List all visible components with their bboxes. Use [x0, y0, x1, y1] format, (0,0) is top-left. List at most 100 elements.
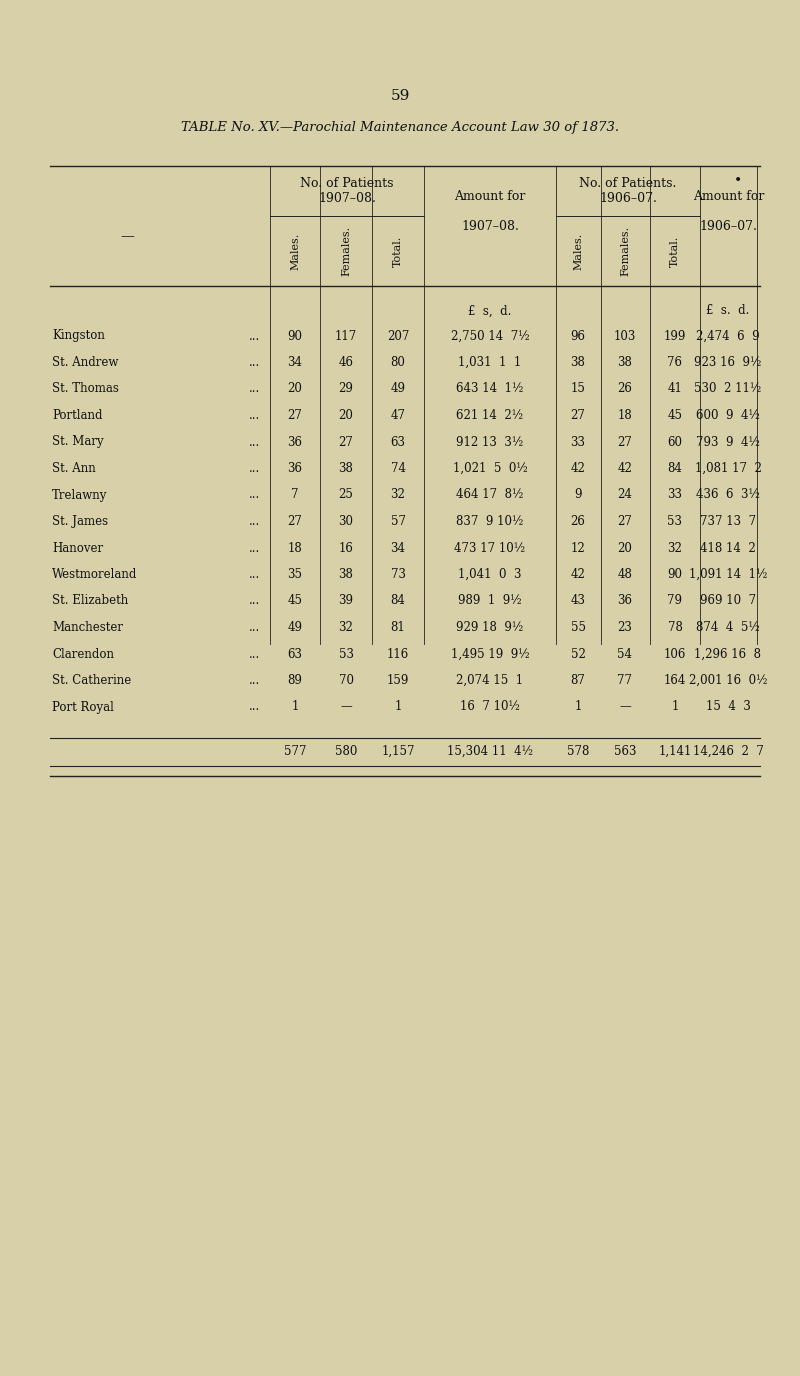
Text: 63: 63 — [390, 435, 406, 449]
Text: 32: 32 — [390, 488, 406, 501]
Text: St. Andrew: St. Andrew — [52, 356, 118, 369]
Text: 90: 90 — [667, 568, 682, 581]
Text: 1,041  0  3: 1,041 0 3 — [458, 568, 522, 581]
Text: 9: 9 — [574, 488, 582, 501]
Text: St. Elizabeth: St. Elizabeth — [52, 594, 128, 607]
Text: 27: 27 — [570, 409, 586, 422]
Text: 81: 81 — [390, 621, 406, 634]
Text: ...: ... — [250, 621, 261, 634]
Text: 621 14  2½: 621 14 2½ — [457, 409, 523, 422]
Text: 27: 27 — [287, 409, 302, 422]
Text: Hanover: Hanover — [52, 542, 103, 555]
Text: 73: 73 — [390, 568, 406, 581]
Text: Port Royal: Port Royal — [52, 700, 114, 714]
Text: 969 10  7: 969 10 7 — [700, 594, 756, 607]
Text: Kingston: Kingston — [52, 329, 105, 343]
Text: 199: 199 — [664, 329, 686, 343]
Text: 929 18  9½: 929 18 9½ — [456, 621, 524, 634]
Text: 1,296 16  8: 1,296 16 8 — [694, 648, 762, 660]
Text: 837  9 10½: 837 9 10½ — [456, 515, 524, 528]
Text: 49: 49 — [287, 621, 302, 634]
Text: 2,001 16  0½: 2,001 16 0½ — [689, 674, 767, 687]
Text: 30: 30 — [338, 515, 354, 528]
Text: 27: 27 — [618, 515, 633, 528]
Text: 36: 36 — [287, 435, 302, 449]
Text: 57: 57 — [390, 515, 406, 528]
Text: 7: 7 — [291, 488, 298, 501]
Text: —: — — [340, 700, 352, 714]
Text: Amount for

1906–07.: Amount for 1906–07. — [693, 190, 764, 233]
Text: 27: 27 — [618, 435, 633, 449]
Text: 29: 29 — [338, 383, 354, 395]
Text: 42: 42 — [570, 568, 586, 581]
Text: 41: 41 — [667, 383, 682, 395]
Text: 52: 52 — [570, 648, 586, 660]
Text: 793  9  4½: 793 9 4½ — [696, 435, 760, 449]
Text: 164: 164 — [664, 674, 686, 687]
Text: 1,157: 1,157 — [382, 744, 414, 758]
Text: Amount for

1907–08.: Amount for 1907–08. — [454, 190, 526, 233]
Text: 34: 34 — [287, 356, 302, 369]
Text: 38: 38 — [570, 356, 586, 369]
Text: Females.: Females. — [341, 226, 351, 277]
Text: 16: 16 — [338, 542, 354, 555]
Text: St. Catherine: St. Catherine — [52, 674, 131, 687]
Text: 530  2 11½: 530 2 11½ — [694, 383, 762, 395]
Text: 45: 45 — [287, 594, 302, 607]
Text: 26: 26 — [618, 383, 633, 395]
Text: 49: 49 — [390, 383, 406, 395]
Text: St. Ann: St. Ann — [52, 462, 96, 475]
Text: 580: 580 — [335, 744, 357, 758]
Text: 46: 46 — [338, 356, 354, 369]
Text: 53: 53 — [667, 515, 682, 528]
Text: 18: 18 — [618, 409, 632, 422]
Text: 34: 34 — [390, 542, 406, 555]
Text: ...: ... — [250, 674, 261, 687]
Text: 79: 79 — [667, 594, 682, 607]
Text: 578: 578 — [567, 744, 589, 758]
Text: Females.: Females. — [620, 226, 630, 277]
Text: 55: 55 — [570, 621, 586, 634]
Text: ...: ... — [250, 329, 261, 343]
Text: 1,091 14  1½: 1,091 14 1½ — [689, 568, 767, 581]
Text: Total.: Total. — [393, 235, 403, 267]
Text: 26: 26 — [570, 515, 586, 528]
Text: 1: 1 — [291, 700, 298, 714]
Text: 38: 38 — [338, 568, 354, 581]
Text: 2,474  6  9: 2,474 6 9 — [696, 329, 760, 343]
Text: 1: 1 — [671, 700, 678, 714]
Text: 103: 103 — [614, 329, 636, 343]
Text: 15,304 11  4½: 15,304 11 4½ — [447, 744, 533, 758]
Text: 74: 74 — [390, 462, 406, 475]
Text: 42: 42 — [570, 462, 586, 475]
Text: ...: ... — [250, 356, 261, 369]
Text: St. Thomas: St. Thomas — [52, 383, 119, 395]
Text: ...: ... — [250, 700, 261, 714]
Text: 60: 60 — [667, 435, 682, 449]
Text: 27: 27 — [287, 515, 302, 528]
Text: Manchester: Manchester — [52, 621, 123, 634]
Text: ...: ... — [250, 515, 261, 528]
Text: 874  4  5½: 874 4 5½ — [696, 621, 760, 634]
Text: ...: ... — [250, 648, 261, 660]
Text: ...: ... — [250, 462, 261, 475]
Text: 563: 563 — [614, 744, 636, 758]
Text: 577: 577 — [284, 744, 306, 758]
Text: 1: 1 — [574, 700, 582, 714]
Text: ...: ... — [250, 409, 261, 422]
Text: ...: ... — [250, 488, 261, 501]
Text: ...: ... — [250, 568, 261, 581]
Text: 117: 117 — [335, 329, 357, 343]
Text: 643 14  1½: 643 14 1½ — [456, 383, 524, 395]
Text: 24: 24 — [618, 488, 633, 501]
Text: 84: 84 — [390, 594, 406, 607]
Text: 76: 76 — [667, 356, 682, 369]
Text: 90: 90 — [287, 329, 302, 343]
Text: 1,021  5  0½: 1,021 5 0½ — [453, 462, 527, 475]
Text: Males.: Males. — [290, 233, 300, 270]
Text: £  s,  d.: £ s, d. — [468, 304, 512, 318]
Text: St. Mary: St. Mary — [52, 435, 104, 449]
Text: 436  6  3½: 436 6 3½ — [696, 488, 760, 501]
Text: 106: 106 — [664, 648, 686, 660]
Text: ...: ... — [250, 383, 261, 395]
